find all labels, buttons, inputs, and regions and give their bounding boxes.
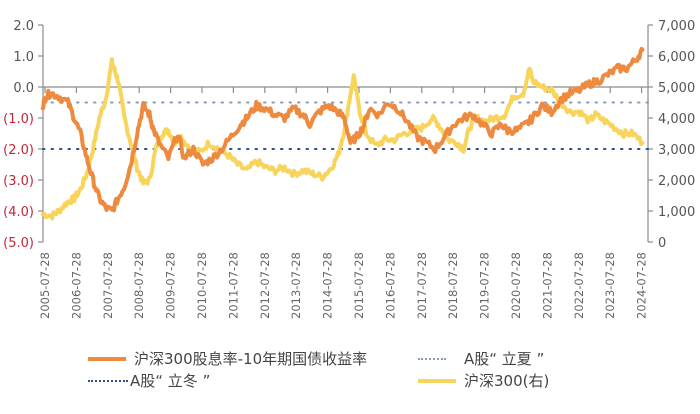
legend-item-dividend-spread: 沪深300股息率-10年期国债收益率 [88, 348, 367, 369]
legend-item-winter: A股“ 立冬 ” [88, 370, 210, 391]
x-tick-label: 2024-07-28 [635, 252, 649, 319]
left-y-tick-label: 0.0 [13, 81, 34, 96]
right-y-tick-label: 4,000 [658, 112, 695, 127]
right-y-tick-label: 3,000 [658, 143, 695, 158]
axis-labels: 2.0 1.0 0.0 (1.0) (2.0) (3.0) (4.0) (5.0) 7,000 6… [3, 19, 695, 319]
legend: 沪深300股息率-10年期国债收益率 A股“ 立夏 ” A股“ 立冬 ” 沪深3… [0, 340, 700, 414]
x-tick-label: 2008-07-28 [132, 252, 146, 319]
left-y-tick-label: 2.0 [13, 19, 34, 34]
x-tick-label: 2014-07-28 [321, 252, 335, 319]
yellow-line-swatch-icon [418, 378, 456, 383]
left-y-tick-label: (5.0) [3, 236, 34, 251]
left-y-tick-label: (2.0) [3, 143, 34, 158]
left-y-tick-label: (1.0) [3, 112, 34, 127]
right-y-tick-label: 0 [658, 236, 666, 251]
legend-item-csi300: 沪深300(右) [418, 370, 549, 391]
legend-label: 沪深300股息率-10年期国债收益率 [134, 350, 368, 368]
left-y-tick-label: 1.0 [13, 50, 34, 65]
right-y-tick-label: 5,000 [658, 81, 695, 96]
left-y-tick-label: (4.0) [3, 205, 34, 220]
right-y-tick-label: 2,000 [658, 174, 695, 189]
x-tick-label: 2012-07-28 [258, 252, 272, 319]
right-y-tick-label: 1,000 [658, 205, 695, 220]
right-y-tick-label: 7,000 [658, 19, 695, 34]
x-tick-label: 2007-07-28 [101, 252, 115, 319]
csi300-index-line [40, 57, 645, 221]
dotted-line-swatch-icon [418, 357, 446, 360]
x-tick-label: 2010-07-28 [195, 252, 209, 319]
series-lines [40, 46, 645, 221]
x-tick-label: 2022-07-28 [572, 252, 586, 319]
x-tick-label: 2023-07-28 [603, 252, 617, 319]
x-tick-label: 2009-07-28 [164, 252, 178, 319]
right-y-tick-label: 6,000 [658, 50, 695, 65]
x-tick-label: 2005-07-28 [38, 252, 52, 319]
orange-line-swatch-icon [88, 356, 126, 361]
dotted-line-swatch-icon [88, 379, 128, 382]
legend-label: A股“ 立夏 ” [464, 350, 545, 368]
x-tick-label: 2013-07-28 [289, 252, 303, 319]
x-tick-label: 2020-07-28 [509, 252, 523, 319]
x-tick-label: 2017-07-28 [415, 252, 429, 319]
legend-item-summer: A股“ 立夏 ” [418, 348, 544, 369]
x-tick-label: 2006-07-28 [69, 252, 83, 319]
legend-label: A股“ 立冬 ” [130, 372, 211, 390]
x-tick-label: 2015-07-28 [352, 252, 366, 319]
left-y-tick-label: (3.0) [3, 174, 34, 189]
x-tick-label: 2016-07-28 [383, 252, 397, 319]
legend-label: 沪深300(右) [464, 372, 550, 390]
dividend-spread-line [40, 46, 645, 213]
x-tick-label: 2019-07-28 [478, 252, 492, 319]
x-tick-label: 2011-07-28 [226, 252, 240, 319]
x-tick-label: 2021-07-28 [540, 252, 554, 319]
x-tick-label: 2018-07-28 [446, 252, 460, 319]
